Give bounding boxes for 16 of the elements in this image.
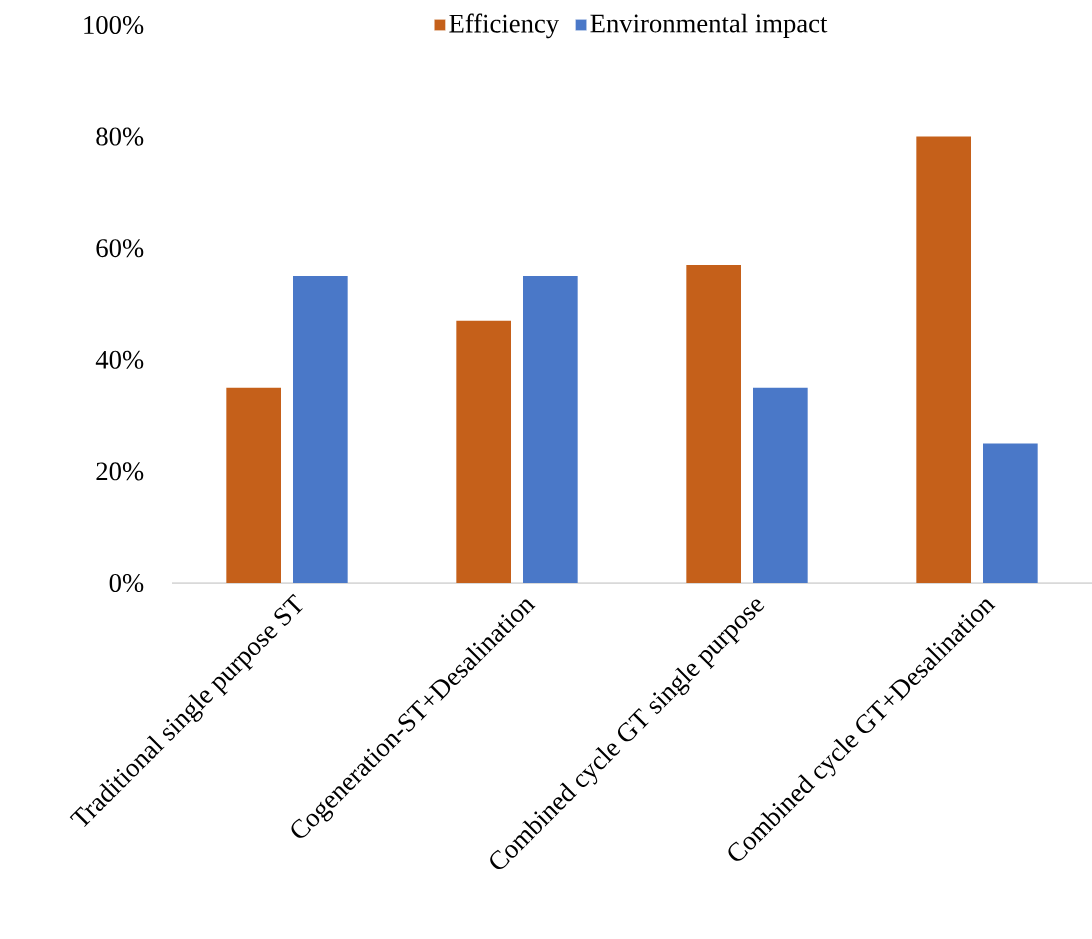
y-tick-label: 40%: [95, 350, 144, 369]
bar: [916, 136, 972, 583]
y-tick-label: 20%: [96, 462, 144, 481]
y-tick-label: 0%: [109, 573, 144, 593]
bar: [226, 387, 281, 583]
bar: [293, 276, 348, 583]
y-tick-label: 100%: [84, 15, 144, 35]
bar: [753, 387, 808, 583]
bar: [523, 276, 578, 583]
bar: [983, 443, 1038, 583]
y-tick-label: 80%: [96, 127, 144, 146]
legend-label: Environmental impact: [590, 13, 828, 38]
bar: [686, 264, 741, 583]
bar: [456, 320, 511, 583]
y-tick-label: 60%: [96, 239, 144, 258]
legend-label: Efficiency: [449, 13, 560, 39]
